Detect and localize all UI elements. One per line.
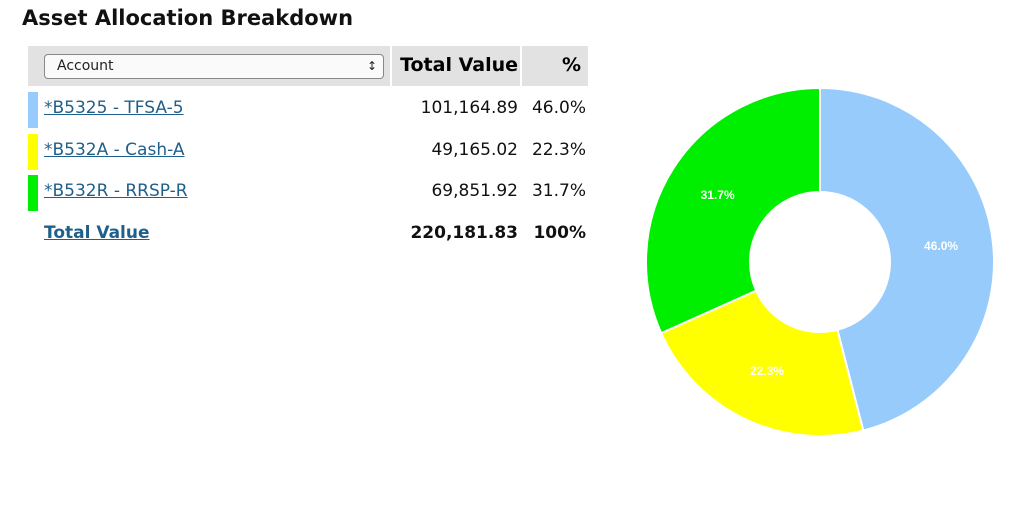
total-percent: 100% xyxy=(533,222,586,243)
row-value: 101,164.89 xyxy=(420,98,518,118)
header-divider xyxy=(520,46,522,86)
donut-slice xyxy=(645,86,821,335)
row-swatch xyxy=(28,133,38,170)
account-link[interactable]: *B532R - RRSP-R xyxy=(44,181,188,201)
donut-slice xyxy=(659,289,865,437)
donut-chart: 46.0% 22.3% 31.7% xyxy=(645,86,995,437)
total-value: 220,181.83 xyxy=(410,222,518,243)
row-swatch xyxy=(28,175,38,211)
account-link[interactable]: *B5325 - TFSA-5 xyxy=(44,98,184,118)
header-divider xyxy=(390,46,392,86)
row-value: 49,165.02 xyxy=(431,139,518,160)
account-select[interactable]: Account xyxy=(44,54,384,79)
row-value: 69,851.92 xyxy=(431,181,518,201)
account-link[interactable]: *B532A - Cash-A xyxy=(44,139,185,160)
total-link[interactable]: Total Value xyxy=(44,222,150,243)
slice-label: 22.3% xyxy=(750,364,784,378)
page-title: Asset Allocation Breakdown xyxy=(22,6,354,30)
row-percent: 46.0% xyxy=(531,98,586,118)
row-percent: 22.3% xyxy=(531,139,586,160)
row-swatch xyxy=(28,92,38,128)
header-total-value: Total Value xyxy=(400,54,518,76)
header-percent: % xyxy=(562,54,582,76)
slice-label: 46.0% xyxy=(924,239,958,253)
donut-slice xyxy=(819,86,995,432)
slice-label: 31.7% xyxy=(701,188,735,202)
row-percent: 31.7% xyxy=(531,181,586,201)
